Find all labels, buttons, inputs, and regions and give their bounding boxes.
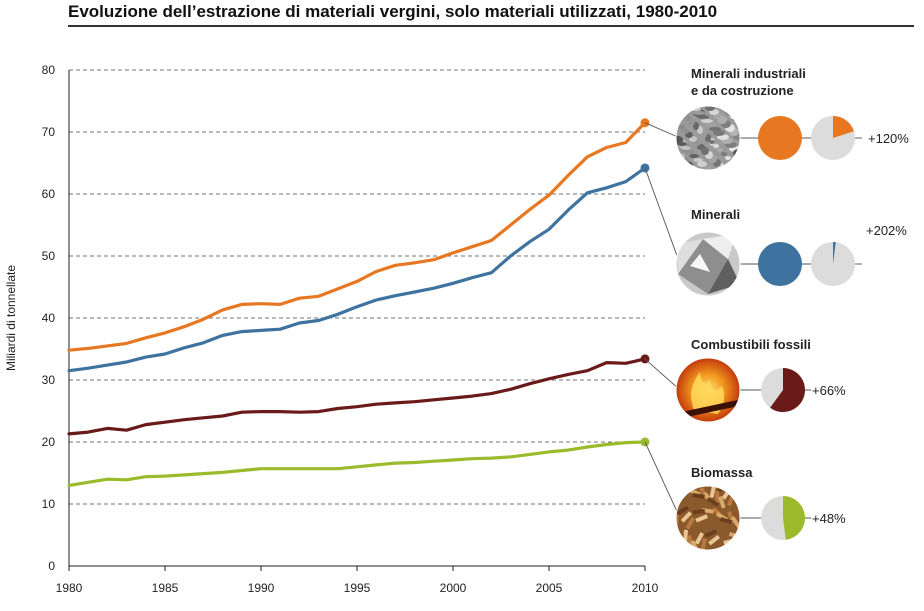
title-rule	[68, 25, 914, 27]
full-circle	[758, 242, 802, 286]
legend-label: e da costruzione	[691, 83, 794, 98]
y-tick-label: 60	[42, 187, 56, 201]
pie-slice	[783, 495, 806, 540]
y-tick-label: 0	[48, 559, 55, 573]
photo-ring	[675, 231, 741, 297]
photo-ring	[675, 357, 741, 423]
pie-slice	[770, 368, 805, 413]
legend-label: Minerali	[691, 207, 740, 222]
y-axis-label: Miliardi di tonnellate	[4, 265, 18, 371]
chart-title: Evoluzione dell’estrazione di materiali …	[68, 2, 718, 21]
x-tick-label: 2000	[440, 581, 467, 595]
leader-line	[644, 167, 681, 265]
pie-slice	[833, 116, 854, 138]
series-line	[67, 440, 647, 487]
wood-chips-photo-icon	[676, 486, 740, 550]
legend-item: Minerali industriali e da costruzione +120…	[644, 66, 909, 171]
metal-ore-photo-icon	[676, 232, 740, 296]
y-tick-label: 40	[42, 311, 56, 325]
growth-percent: +66%	[812, 383, 846, 398]
y-tick-label: 20	[42, 435, 56, 449]
legend-label: Biomassa	[691, 465, 753, 480]
x-tick-label: 1985	[152, 581, 179, 595]
gravel-photo-icon	[676, 106, 740, 170]
x-tick-label: 2005	[536, 581, 563, 595]
y-tick-label: 10	[42, 497, 56, 511]
leader-line	[644, 441, 681, 519]
legend-item: Combustibili fossili +66%	[644, 337, 846, 423]
series-line	[67, 357, 647, 436]
photo-ring	[675, 105, 741, 171]
leader-line	[644, 358, 681, 391]
legend-label: Combustibili fossili	[691, 337, 811, 352]
growth-percent: +120%	[868, 131, 909, 146]
pie-slice	[833, 241, 836, 264]
x-tick-label: 1995	[344, 581, 371, 595]
y-tick-label: 80	[42, 63, 56, 77]
y-tick-label: 30	[42, 373, 56, 387]
legend-item: Biomassa +48%	[644, 441, 846, 551]
photo-ring	[675, 485, 741, 551]
x-tick-label: 2010	[632, 581, 659, 595]
series-line	[67, 121, 647, 352]
series-line	[67, 166, 647, 373]
y-tick-label: 50	[42, 249, 56, 263]
full-circle	[758, 116, 802, 160]
legend-label: Minerali industriali	[691, 66, 806, 81]
leader-line	[644, 122, 681, 139]
x-tick-label: 1980	[56, 581, 83, 595]
growth-percent: +202%	[866, 223, 907, 238]
x-tick-label: 1990	[248, 581, 275, 595]
fire-photo-icon	[676, 358, 740, 422]
legend-item: Minerali +202%	[644, 167, 907, 297]
growth-percent: +48%	[812, 511, 846, 526]
y-tick-label: 70	[42, 125, 56, 139]
